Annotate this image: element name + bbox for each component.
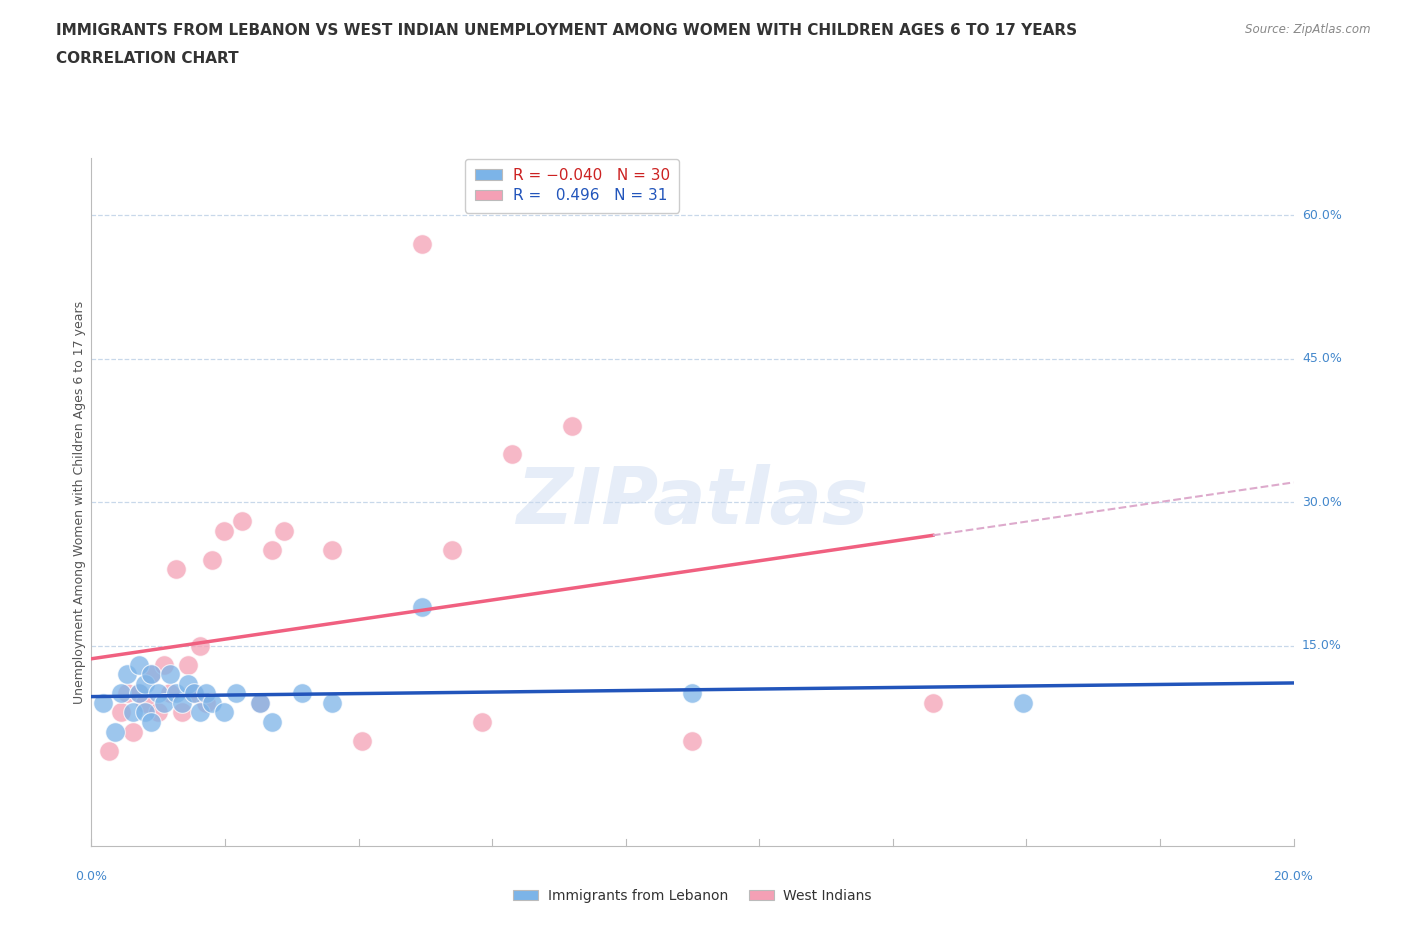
- Point: [249, 696, 271, 711]
- Point: [117, 667, 139, 682]
- Text: 0.0%: 0.0%: [76, 870, 107, 883]
- Point: [134, 705, 156, 720]
- Point: [176, 658, 198, 672]
- Point: [273, 524, 295, 538]
- Text: 30.0%: 30.0%: [1302, 496, 1341, 509]
- Point: [201, 552, 224, 567]
- Point: [681, 734, 703, 749]
- Point: [194, 696, 217, 711]
- Point: [134, 676, 156, 691]
- Text: CORRELATION CHART: CORRELATION CHART: [56, 51, 239, 66]
- Point: [201, 696, 224, 711]
- Point: [176, 676, 198, 691]
- Point: [159, 667, 181, 682]
- Point: [321, 696, 343, 711]
- Point: [212, 524, 235, 538]
- Point: [440, 542, 463, 557]
- Legend: Immigrants from Lebanon, West Indians: Immigrants from Lebanon, West Indians: [508, 884, 877, 909]
- Point: [128, 658, 150, 672]
- Point: [411, 237, 433, 252]
- Text: Source: ZipAtlas.com: Source: ZipAtlas.com: [1246, 23, 1371, 36]
- Point: [471, 714, 494, 729]
- Point: [146, 705, 169, 720]
- Point: [350, 734, 373, 749]
- Point: [141, 714, 163, 729]
- Text: 60.0%: 60.0%: [1302, 209, 1341, 222]
- Text: ZIPatlas: ZIPatlas: [516, 464, 869, 540]
- Text: 45.0%: 45.0%: [1302, 352, 1341, 365]
- Point: [104, 724, 127, 739]
- Point: [249, 696, 271, 711]
- Point: [128, 686, 150, 701]
- Point: [501, 447, 523, 462]
- Point: [110, 686, 132, 701]
- Point: [134, 696, 156, 711]
- Point: [922, 696, 945, 711]
- Point: [321, 542, 343, 557]
- Point: [122, 724, 145, 739]
- Point: [183, 686, 205, 701]
- Point: [141, 667, 163, 682]
- Point: [170, 705, 193, 720]
- Point: [231, 514, 253, 529]
- Point: [561, 418, 583, 433]
- Text: 20.0%: 20.0%: [1274, 870, 1313, 883]
- Point: [411, 600, 433, 615]
- Point: [194, 686, 217, 701]
- Point: [183, 686, 205, 701]
- Point: [165, 686, 187, 701]
- Point: [110, 705, 132, 720]
- Point: [260, 714, 283, 729]
- Text: 15.0%: 15.0%: [1302, 639, 1341, 652]
- Point: [152, 658, 174, 672]
- Point: [165, 562, 187, 577]
- Point: [1012, 696, 1035, 711]
- Point: [122, 705, 145, 720]
- Point: [152, 696, 174, 711]
- Point: [170, 696, 193, 711]
- Point: [225, 686, 247, 701]
- Point: [117, 686, 139, 701]
- Point: [128, 686, 150, 701]
- Point: [681, 686, 703, 701]
- Point: [98, 743, 121, 758]
- Y-axis label: Unemployment Among Women with Children Ages 6 to 17 years: Unemployment Among Women with Children A…: [73, 300, 86, 704]
- Point: [188, 638, 211, 653]
- Point: [212, 705, 235, 720]
- Point: [188, 705, 211, 720]
- Point: [291, 686, 314, 701]
- Point: [93, 696, 115, 711]
- Point: [260, 542, 283, 557]
- Point: [141, 667, 163, 682]
- Text: IMMIGRANTS FROM LEBANON VS WEST INDIAN UNEMPLOYMENT AMONG WOMEN WITH CHILDREN AG: IMMIGRANTS FROM LEBANON VS WEST INDIAN U…: [56, 23, 1077, 38]
- Point: [159, 686, 181, 701]
- Point: [146, 686, 169, 701]
